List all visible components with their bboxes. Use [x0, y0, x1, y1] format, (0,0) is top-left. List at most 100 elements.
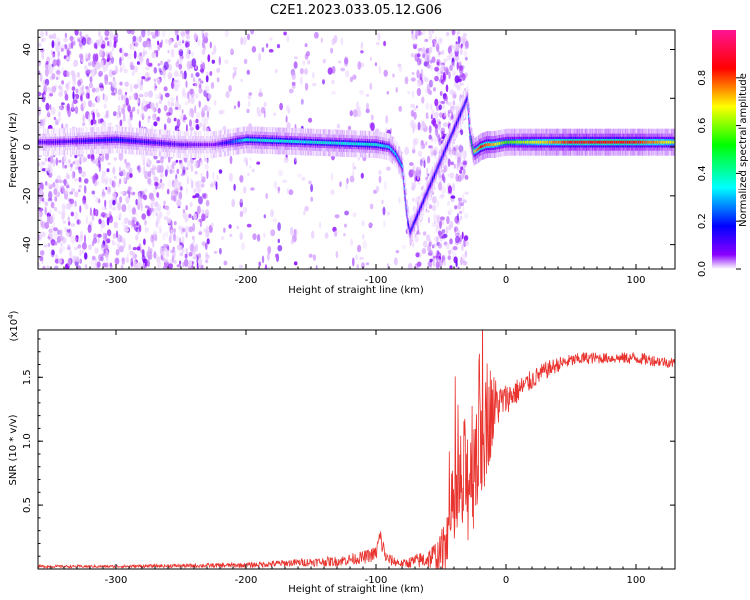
- noise-blob: [171, 164, 175, 169]
- noise-blob: [170, 190, 176, 199]
- noise-blob: [124, 228, 129, 232]
- noise-blob: [143, 238, 146, 246]
- noise-blob: [153, 82, 157, 92]
- trace-cell: [353, 142, 356, 146]
- noise-blob: [78, 40, 83, 48]
- noise-blob: [51, 73, 56, 80]
- noise-blob: [81, 84, 84, 92]
- noise-blob: [304, 205, 309, 212]
- noise-blob: [159, 70, 164, 75]
- noise-blob: [155, 212, 158, 217]
- trace-cell: [152, 141, 154, 144]
- noise-blob: [431, 120, 435, 125]
- noise-blob: [366, 102, 369, 110]
- noise-blob: [223, 260, 228, 266]
- noise-blob: [69, 198, 75, 205]
- noise-blob: [97, 237, 100, 244]
- noise-blob: [413, 111, 417, 120]
- noise-blob: [420, 68, 424, 78]
- noise-blob: [247, 100, 251, 108]
- noise-blob: [224, 59, 229, 65]
- noise-blob: [87, 224, 92, 233]
- noise-blob: [464, 240, 469, 247]
- noise-blob: [119, 196, 123, 204]
- noise-blob: [118, 151, 124, 161]
- noise-blob: [432, 196, 437, 204]
- noise-blob: [420, 122, 423, 132]
- noise-blob: [392, 73, 395, 78]
- noise-blob: [115, 249, 120, 256]
- noise-blob: [240, 36, 244, 46]
- noise-blob: [178, 104, 182, 111]
- noise-blob: [48, 215, 54, 225]
- noise-blob: [78, 85, 82, 93]
- noise-blob: [383, 69, 388, 77]
- trace-cell: [360, 142, 362, 146]
- noise-blob: [107, 122, 113, 126]
- noise-blob: [416, 57, 422, 66]
- noise-blob: [98, 163, 102, 172]
- noise-blob: [70, 211, 75, 217]
- noise-blob: [103, 244, 109, 250]
- noise-blob: [445, 226, 449, 234]
- noise-blob: [352, 170, 355, 177]
- noise-blob: [203, 123, 206, 127]
- noise-blob: [246, 108, 250, 114]
- noise-blob: [455, 41, 458, 45]
- noise-blob: [124, 158, 127, 164]
- noise-blob: [88, 244, 92, 251]
- noise-blob: [238, 264, 243, 269]
- noise-blob: [112, 167, 116, 174]
- noise-blob: [389, 128, 393, 132]
- noise-blob: [360, 41, 363, 50]
- noise-blob: [455, 173, 459, 182]
- noise-blob: [102, 93, 105, 101]
- noise-blob: [142, 194, 148, 201]
- noise-blob: [444, 66, 449, 75]
- noise-blob: [98, 118, 101, 124]
- noise-blob: [410, 109, 415, 117]
- noise-blob: [353, 109, 358, 118]
- noise-blob: [113, 157, 118, 161]
- noise-blob: [49, 209, 52, 215]
- noise-blob: [56, 175, 62, 181]
- noise-blob: [443, 260, 447, 267]
- noise-blob: [56, 59, 60, 65]
- noise-blob: [64, 226, 67, 232]
- noise-blob: [86, 40, 89, 45]
- noise-blob: [458, 59, 463, 67]
- noise-blob: [359, 256, 364, 260]
- noise-blob: [276, 44, 281, 49]
- noise-blob: [138, 120, 141, 129]
- noise-blob: [142, 259, 147, 263]
- noise-blob: [43, 94, 46, 98]
- noise-blob: [428, 90, 433, 96]
- noise-blob: [103, 248, 106, 254]
- noise-blob: [68, 221, 71, 226]
- noise-blob: [451, 44, 455, 50]
- noise-blob: [48, 57, 54, 60]
- noise-blob: [203, 104, 208, 111]
- noise-blob: [166, 208, 171, 216]
- noise-blob: [169, 38, 173, 45]
- noise-blob: [112, 166, 116, 175]
- noise-blob: [365, 262, 370, 266]
- noise-blob: [251, 168, 255, 173]
- noise-blob: [70, 235, 76, 244]
- noise-blob: [416, 105, 418, 109]
- noise-blob: [422, 231, 427, 236]
- trace-cell: [176, 142, 178, 146]
- noise-blob: [234, 69, 237, 77]
- noise-blob: [40, 48, 45, 53]
- noise-blob: [178, 244, 183, 251]
- noise-blob: [327, 67, 333, 75]
- noise-blob: [144, 170, 149, 180]
- noise-blob: [143, 165, 146, 174]
- noise-blob: [352, 212, 357, 218]
- noise-blob: [142, 40, 148, 48]
- noise-blob: [85, 216, 89, 225]
- noise-blob: [84, 204, 89, 210]
- noise-blob: [359, 89, 365, 96]
- noise-blob: [123, 217, 128, 225]
- noise-blob: [261, 47, 265, 53]
